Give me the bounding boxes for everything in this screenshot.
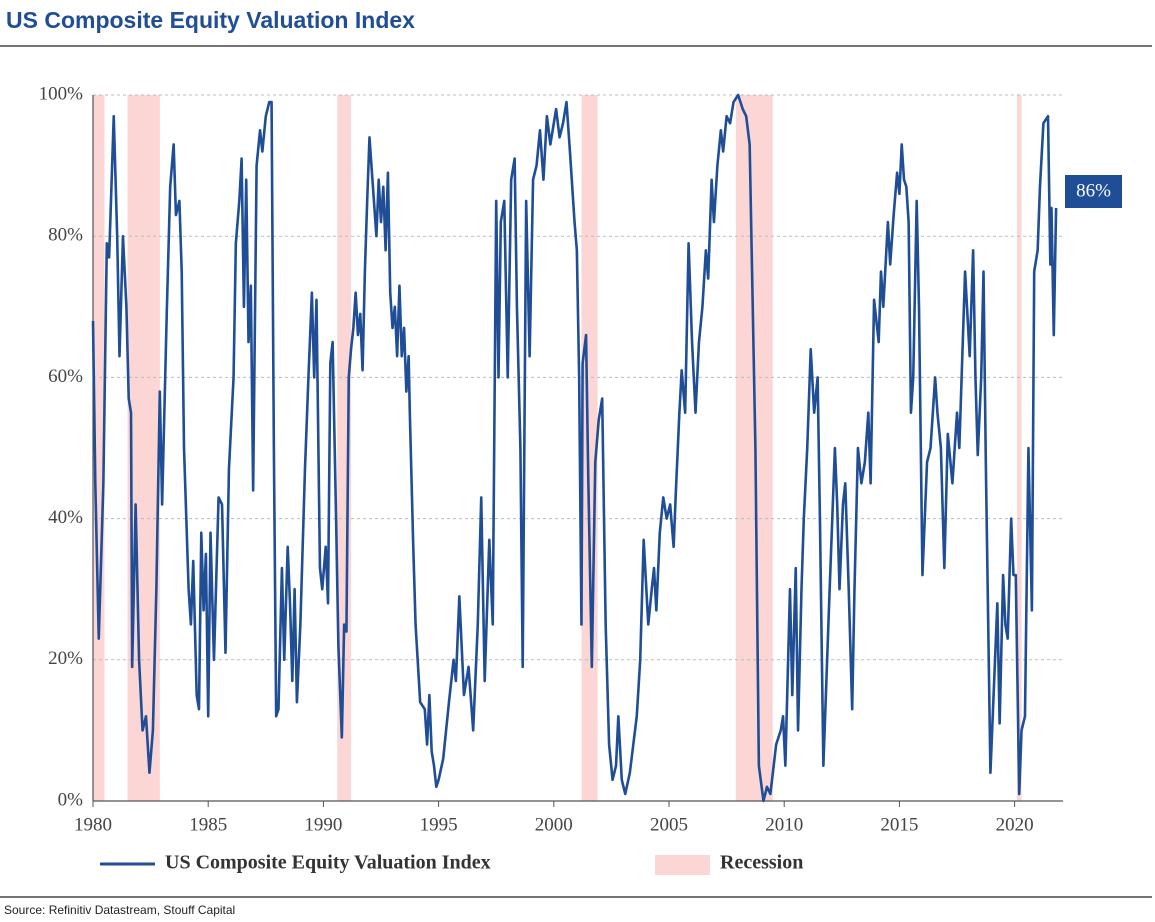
x-tick-label: 2000	[535, 814, 573, 835]
source-note: Source: Refinitiv Datastream, Stouff Cap…	[4, 903, 235, 917]
legend-label: Recession	[720, 852, 803, 874]
x-tick-label: 2010	[765, 814, 803, 835]
x-tick-label: 1990	[304, 814, 342, 835]
recession-band	[1016, 95, 1022, 801]
recession-band	[93, 95, 105, 801]
x-tick-label: 1980	[74, 814, 112, 835]
annotation-box	[1065, 175, 1122, 208]
x-tick-label: 1995	[420, 814, 458, 835]
x-tick-label: 2020	[996, 814, 1034, 835]
y-tick-label: 40%	[48, 507, 83, 528]
legend-swatch	[655, 855, 710, 875]
chart-title: US Composite Equity Valuation Index	[6, 7, 415, 33]
y-tick-label: 100%	[39, 83, 84, 104]
legend-label: US Composite Equity Valuation Index	[165, 852, 491, 874]
x-tick-label: 2005	[650, 814, 688, 835]
y-tick-label: 20%	[48, 648, 83, 669]
x-tick-label: 2015	[880, 814, 918, 835]
annotation-label: 86%	[1076, 180, 1111, 201]
x-tick-label: 1985	[189, 814, 227, 835]
data-line	[91, 93, 1058, 803]
y-tick-label: 80%	[48, 225, 83, 246]
y-tick-label: 60%	[48, 366, 83, 387]
y-tick-label: 0%	[58, 789, 84, 810]
